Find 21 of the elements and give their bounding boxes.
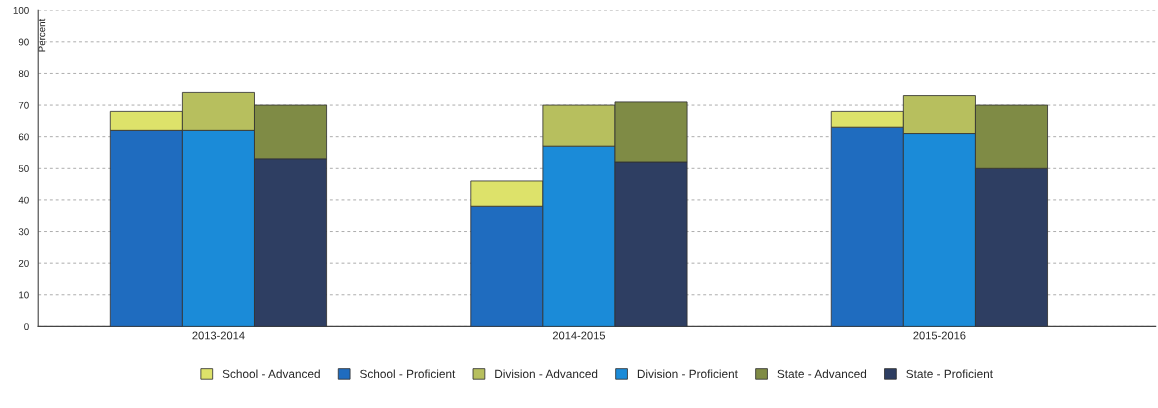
y-axis-title: Percent [38, 18, 46, 52]
x-tick-label: 2015-2016 [913, 331, 966, 340]
y-tick-label: 80 [18, 70, 29, 78]
legend-label: School - Advanced [222, 369, 320, 379]
y-tick-label: 20 [18, 259, 29, 267]
y-tick-label: 50 [18, 165, 29, 172]
y-tick-label: 30 [18, 228, 29, 236]
legend-label: School - Proficient [360, 369, 456, 379]
y-tick-label: 0 [24, 323, 29, 331]
y-tick-label: 70 [18, 101, 29, 109]
legend-label: State - Advanced [777, 369, 867, 379]
y-tick-label: 90 [18, 38, 29, 46]
y-tick-label: 40 [18, 196, 29, 204]
x-tick-label: 2014-2015 [552, 331, 606, 340]
y-tick-label: 60 [18, 133, 29, 141]
legend-label: Division - Advanced [495, 369, 598, 379]
legend-label: State - Proficient [906, 369, 993, 379]
y-tick-label: 10 [19, 291, 29, 299]
legend-label: Division - Proficient [637, 369, 738, 379]
y-tick-label: 100 [13, 6, 29, 14]
x-tick-label: 2013-2014 [192, 331, 245, 340]
